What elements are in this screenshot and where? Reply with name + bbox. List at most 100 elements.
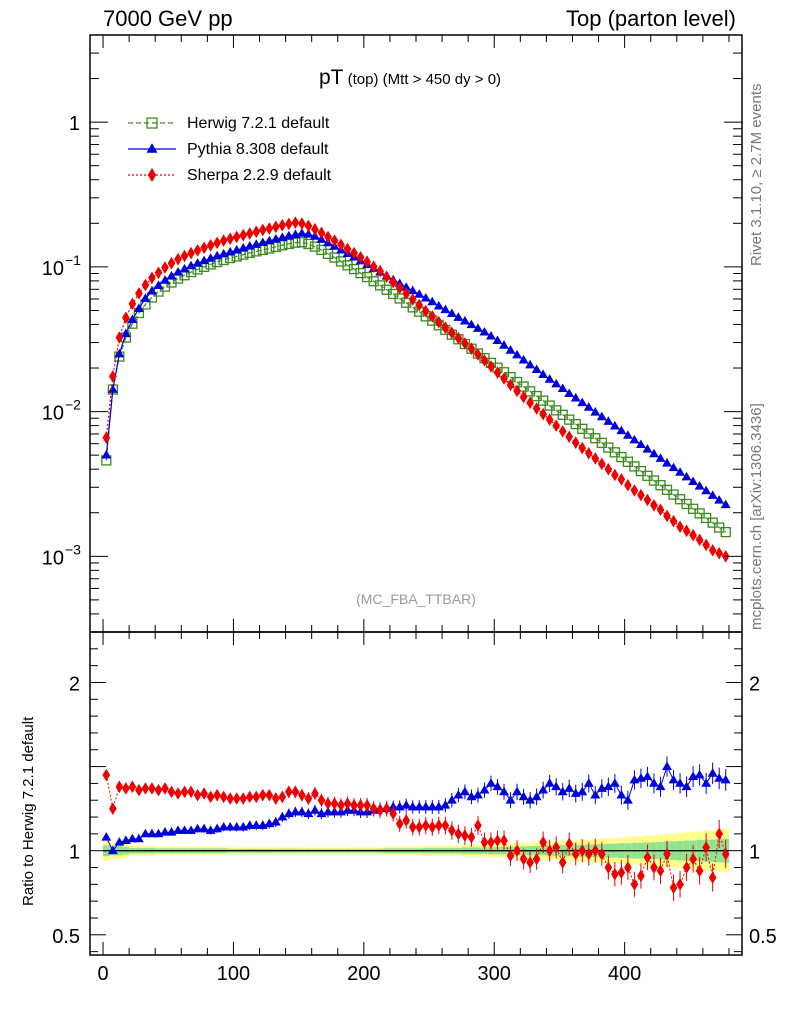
x-tick-label: 300 — [478, 963, 511, 985]
main-data-point — [564, 388, 575, 398]
ratio-data-point — [330, 797, 339, 810]
ratio-data-point — [323, 806, 333, 816]
main-data-point — [146, 285, 157, 295]
main-data-point — [689, 528, 697, 542]
main-data-point — [114, 348, 125, 358]
ratio-data-point — [591, 844, 600, 857]
title-rest: (Mtt > 450 dy > 0) — [382, 71, 502, 88]
ratio-data-point — [317, 793, 326, 807]
y-tick-exponent: −2 — [65, 397, 81, 413]
ratio-data-point — [389, 807, 398, 820]
main-data-point — [376, 264, 384, 278]
ratio-data-point — [160, 827, 170, 836]
ratio-data-point — [583, 778, 594, 787]
main-data-point — [108, 370, 117, 383]
main-data-point — [173, 267, 183, 276]
ratio-data-point — [532, 852, 541, 866]
ratio-data-point — [232, 792, 241, 805]
ratio-y-tick-label-right: 1 — [749, 842, 760, 864]
ratio-data-point — [622, 795, 633, 804]
ratio-data-point — [199, 823, 210, 833]
main-data-point — [467, 342, 476, 355]
ratio-data-point — [369, 802, 378, 815]
main-data-point — [179, 263, 190, 273]
main-data-point — [330, 234, 339, 247]
ratio-data-point — [395, 817, 404, 831]
ratio-data-point — [258, 788, 267, 802]
main-data-point — [551, 378, 562, 388]
main-data-point — [474, 348, 482, 361]
ratio-data-point — [192, 823, 203, 833]
main-data-point — [538, 369, 549, 379]
ratio-data-point — [472, 790, 483, 799]
main-data-point — [193, 244, 202, 257]
main-data-point — [239, 228, 248, 242]
main-data-point — [578, 441, 587, 455]
ratio-data-point — [324, 797, 332, 810]
main-data-point — [180, 249, 189, 263]
main-panel-frame — [89, 34, 743, 633]
main-data-point — [324, 230, 332, 244]
ratio-data-point — [407, 801, 418, 811]
main-data-point — [102, 431, 111, 445]
main-data-point — [604, 462, 613, 476]
ratio-data-point — [218, 821, 229, 831]
ratio-data-point — [552, 841, 561, 854]
main-data-point — [421, 304, 430, 318]
main-data-point — [629, 434, 640, 444]
ratio-data-point — [519, 852, 528, 866]
x-tick-label: 0 — [97, 963, 108, 985]
main-data-point — [545, 413, 554, 426]
main-data-point — [140, 293, 151, 302]
ratio-data-point — [193, 788, 202, 802]
ratio-data-point — [108, 802, 117, 815]
legend-pythia-label: Pythia 8.308 default — [187, 141, 329, 158]
main-data-point — [617, 473, 626, 486]
ratio-data-point — [611, 867, 619, 881]
ratio-data-point — [676, 878, 684, 891]
title-sub: (top) — [347, 71, 379, 88]
ratio-data-point — [311, 787, 319, 800]
ratio-data-point — [252, 790, 261, 804]
ratio-data-point — [655, 781, 666, 791]
ratio-data-point — [643, 851, 652, 864]
main-data-point — [369, 260, 378, 273]
main-data-point — [382, 270, 391, 284]
main-data-point — [148, 271, 156, 285]
main-data-point — [616, 425, 627, 435]
main-data-point — [459, 315, 470, 325]
ratio-data-point — [225, 821, 236, 831]
ratio-data-point — [642, 771, 653, 781]
ratio-data-point — [115, 780, 124, 794]
main-data-point — [479, 326, 490, 336]
ratio-data-point — [148, 782, 156, 795]
ratio-data-point — [708, 871, 717, 884]
ratio-data-point — [506, 849, 515, 863]
ratio-data-point — [702, 841, 710, 854]
ratio-data-point — [337, 798, 345, 812]
main-data-point — [519, 390, 528, 404]
main-data-point — [702, 538, 710, 552]
main-data-point — [296, 237, 308, 248]
legend-sherpa-label: Sherpa 2.2.9 default — [187, 167, 332, 184]
main-data-point — [304, 219, 313, 233]
main-data-point — [570, 392, 581, 402]
ratio-data-point — [518, 791, 529, 801]
ratio-data-point — [428, 820, 437, 834]
main-data-point — [161, 261, 169, 274]
main-data-point — [154, 266, 163, 280]
ratio-data-point — [525, 795, 536, 804]
ratio-data-point — [440, 800, 451, 809]
main-data-point — [668, 462, 679, 472]
main-data-point — [271, 220, 280, 234]
main-data-point — [558, 425, 567, 438]
ratio-data-point — [545, 844, 554, 857]
ratio-data-point — [161, 782, 169, 795]
main-data-point — [486, 330, 496, 340]
main-data-point — [427, 296, 438, 306]
main-series-1 — [101, 228, 731, 509]
y-tick-label: 10 — [42, 403, 64, 425]
main-data-point — [518, 354, 529, 364]
ratio-data-point — [239, 792, 248, 805]
ratio-data-point — [479, 784, 490, 794]
